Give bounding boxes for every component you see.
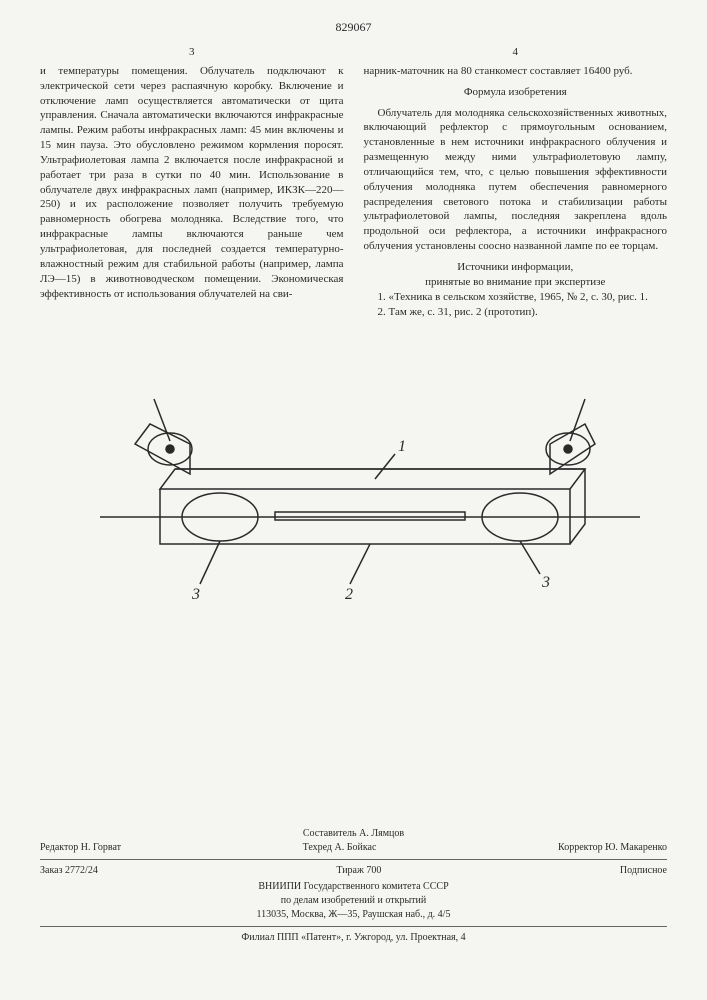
footer-org1: ВНИИПИ Государственного комитета СССР [40,880,667,894]
source-2: 2. Там же, с. 31, рис. 2 (прототип). [364,305,668,320]
source-1: 1. «Техника в сельском хозяйстве, 1965, … [364,290,668,305]
footer-order: Заказ 2772/24 [40,864,98,878]
right-column: 4 нарник-маточник на 80 станкомест соста… [364,45,668,319]
diagram-label-3l: 3 [191,586,200,603]
text-columns: 3 и температуры помещения. Облучатель по… [40,45,667,319]
footer-tech: Техред А. Бойкас [303,841,377,855]
right-intro: нарник-маточник на 80 станкомест составл… [364,64,668,79]
footer-filial: Филиал ППП «Патент», г. Ужгород, ул. Про… [40,931,667,945]
diagram-label-1: 1 [398,438,406,455]
col-num-right: 4 [364,45,668,60]
footer-block: Составитель А. Лямцов Редактор Н. Горват… [40,827,667,945]
footer-podpis: Подписное [620,864,667,878]
footer-addr: 113035, Москва, Ж—35, Раушская наб., д. … [40,908,667,922]
footer-corrector: Корректор Ю. Макаренко [558,841,667,855]
left-column: 3 и температуры помещения. Облучатель по… [40,45,344,319]
footer-compiler: Составитель А. Лямцов [40,827,667,841]
footer-editor: Редактор Н. Горват [40,841,121,855]
footer-org2: по делам изобретений и открытий [40,894,667,908]
technical-diagram: 1 2 3 3 [40,349,667,629]
sources-heading: Источники информации, принятые во вниман… [364,260,668,290]
formula-body: Облучатель для молодняка сельскохозяйств… [364,106,668,254]
diagram-label-2: 2 [345,586,353,603]
left-body: и температуры помещения. Облучатель подк… [40,64,344,302]
formula-heading: Формула изобретения [364,85,668,100]
footer-tirazh: Тираж 700 [336,864,381,878]
document-number: 829067 [40,20,667,35]
diagram-label-3r: 3 [541,574,550,591]
col-num-left: 3 [40,45,344,60]
